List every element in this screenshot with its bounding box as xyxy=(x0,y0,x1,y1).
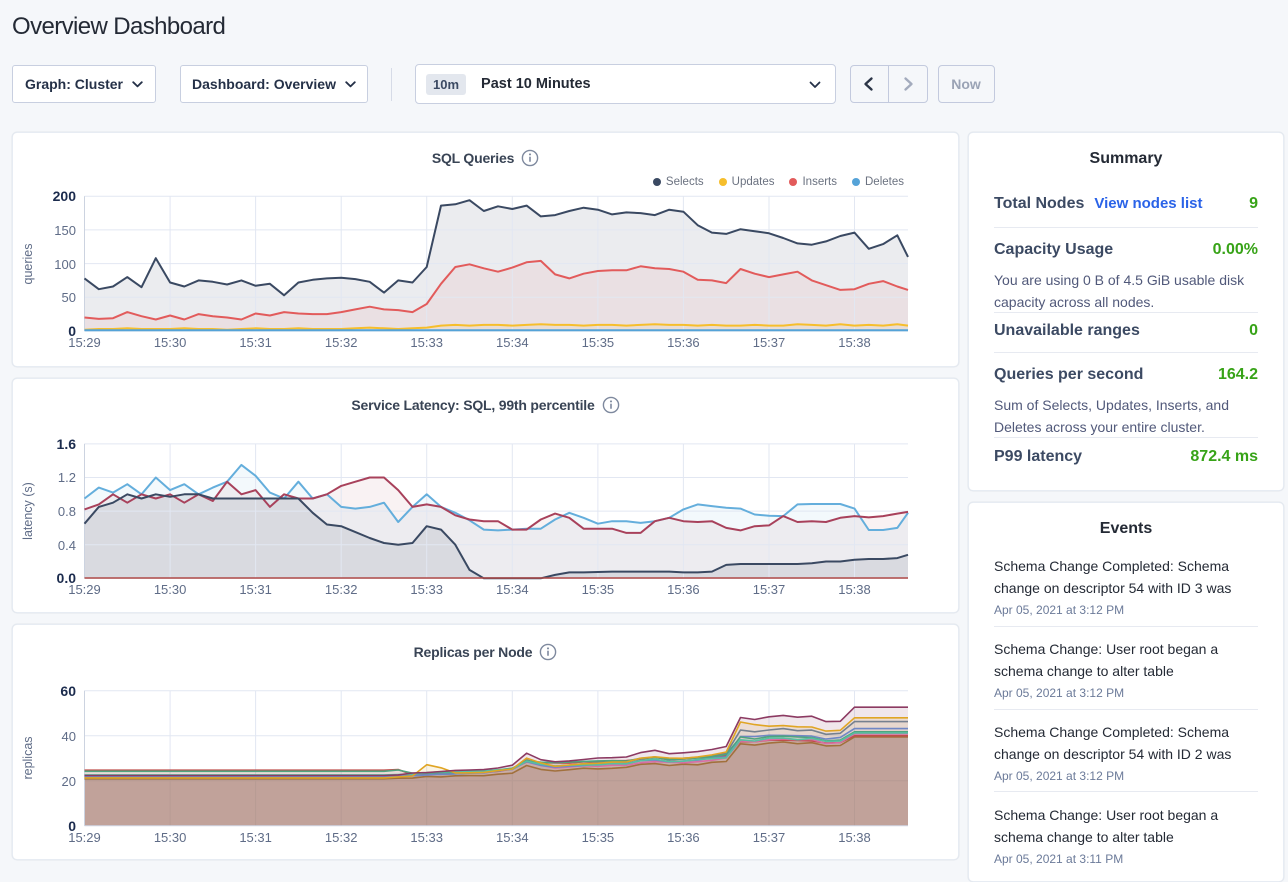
svg-text:15:29: 15:29 xyxy=(68,335,101,350)
svg-text:replicas: replicas xyxy=(21,736,35,779)
svg-text:15:31: 15:31 xyxy=(239,830,272,845)
svg-text:15:38: 15:38 xyxy=(838,582,871,597)
svg-text:0.0: 0.0 xyxy=(57,570,77,586)
svg-text:40: 40 xyxy=(62,729,76,744)
svg-text:20: 20 xyxy=(62,774,76,789)
svg-text:15:34: 15:34 xyxy=(496,582,529,597)
svg-text:15:32: 15:32 xyxy=(325,335,358,350)
svg-text:0: 0 xyxy=(68,323,76,339)
svg-text:15:36: 15:36 xyxy=(667,582,700,597)
svg-text:15:36: 15:36 xyxy=(667,335,700,350)
svg-text:15:31: 15:31 xyxy=(239,582,272,597)
svg-text:15:34: 15:34 xyxy=(496,830,529,845)
svg-text:200: 200 xyxy=(53,188,77,204)
svg-text:15:37: 15:37 xyxy=(753,830,786,845)
svg-text:15:32: 15:32 xyxy=(325,582,358,597)
svg-text:100: 100 xyxy=(54,257,76,272)
svg-text:15:31: 15:31 xyxy=(239,335,272,350)
svg-text:50: 50 xyxy=(62,290,76,305)
svg-text:15:38: 15:38 xyxy=(838,335,871,350)
svg-text:1.2: 1.2 xyxy=(58,470,76,485)
svg-text:1.6: 1.6 xyxy=(57,436,77,452)
svg-text:15:35: 15:35 xyxy=(582,582,615,597)
svg-text:15:38: 15:38 xyxy=(838,830,871,845)
svg-text:15:29: 15:29 xyxy=(68,830,101,845)
svg-text:15:32: 15:32 xyxy=(325,830,358,845)
svg-text:0.8: 0.8 xyxy=(58,504,76,519)
svg-text:60: 60 xyxy=(60,683,76,699)
svg-text:15:30: 15:30 xyxy=(154,830,187,845)
svg-text:15:30: 15:30 xyxy=(154,335,187,350)
svg-text:15:36: 15:36 xyxy=(667,830,700,845)
svg-text:0.4: 0.4 xyxy=(58,538,76,553)
svg-text:15:33: 15:33 xyxy=(410,582,443,597)
svg-text:15:35: 15:35 xyxy=(582,335,615,350)
svg-text:15:29: 15:29 xyxy=(68,582,101,597)
svg-text:15:35: 15:35 xyxy=(582,830,615,845)
svg-text:15:33: 15:33 xyxy=(410,335,443,350)
svg-text:15:33: 15:33 xyxy=(410,830,443,845)
svg-text:150: 150 xyxy=(54,223,76,238)
svg-text:0: 0 xyxy=(68,818,76,834)
svg-text:15:37: 15:37 xyxy=(753,582,786,597)
svg-text:latency (s): latency (s) xyxy=(21,482,35,540)
svg-text:15:30: 15:30 xyxy=(154,582,187,597)
svg-text:15:37: 15:37 xyxy=(753,335,786,350)
svg-text:queries: queries xyxy=(21,244,35,285)
svg-text:15:34: 15:34 xyxy=(496,335,529,350)
